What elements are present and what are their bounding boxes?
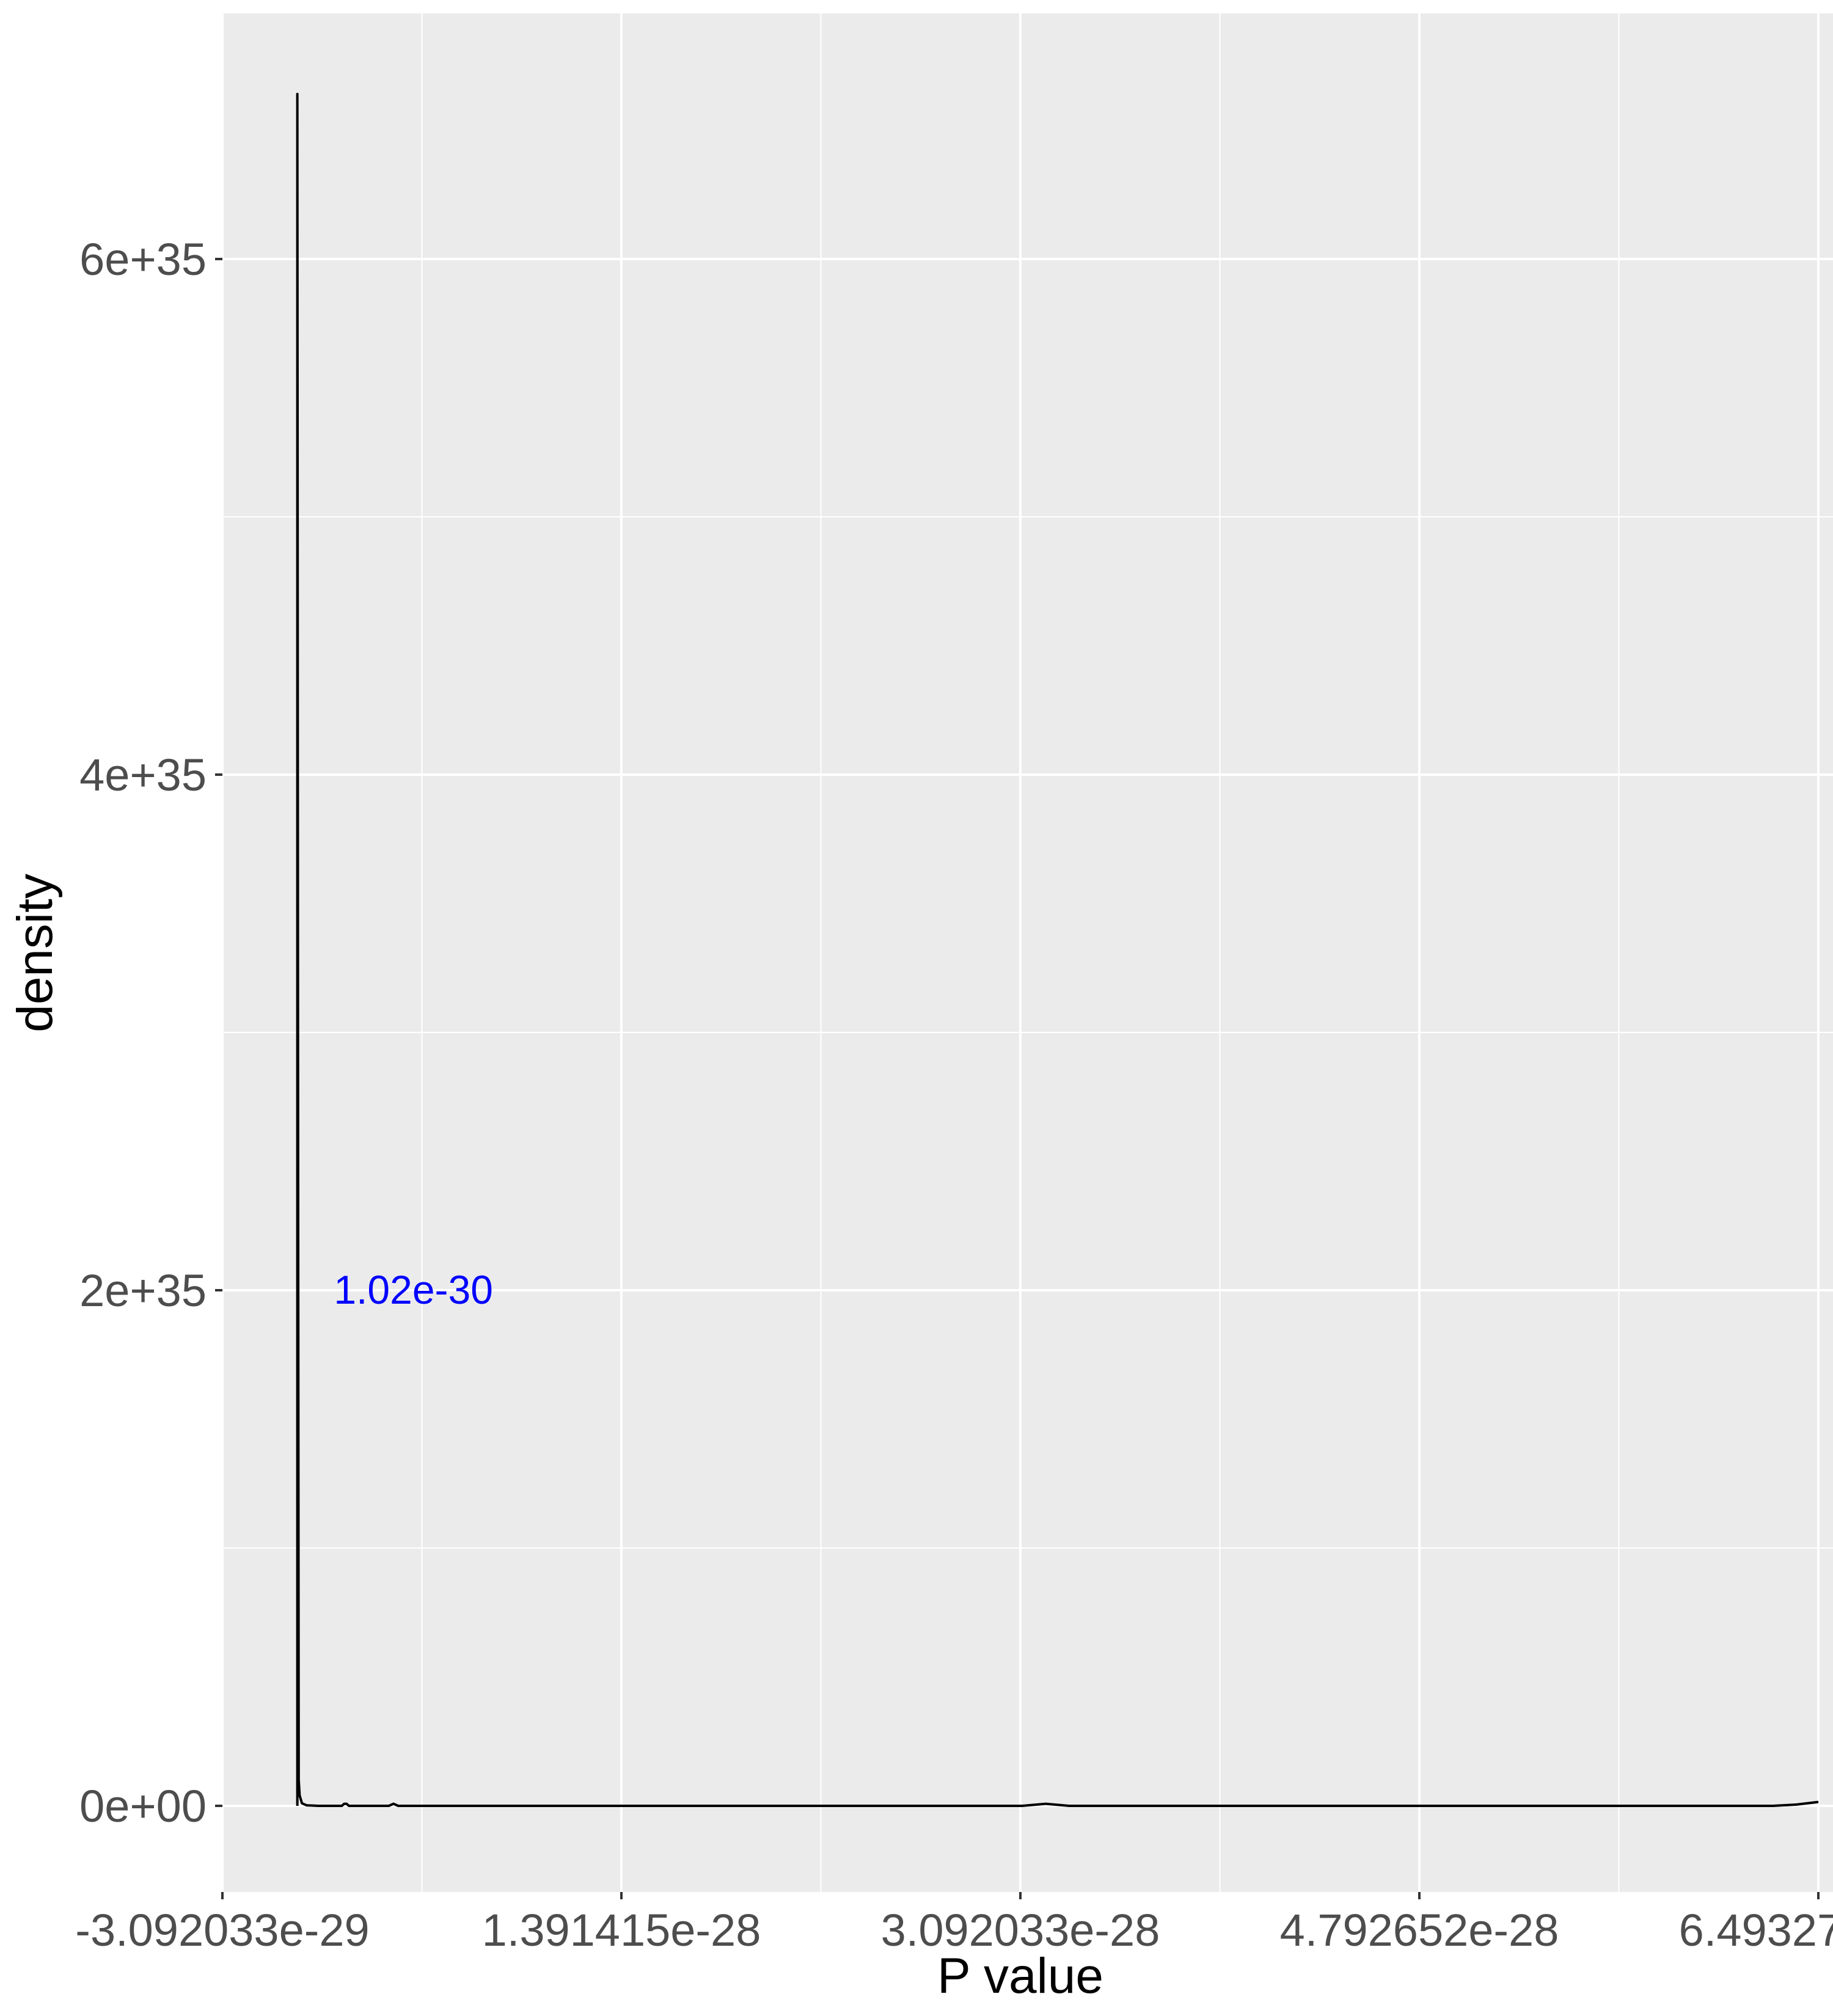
y-axis-title: density [7,874,63,1032]
y-tick-label: 4e+35 [79,750,207,800]
x-tick-label: -3.092033e-29 [75,1905,369,1956]
annotation-label: 1.02e-30 [334,1267,493,1312]
x-tick-label: 1.391415e-28 [482,1905,761,1956]
x-axis-title: P value [937,1948,1103,2004]
minor-gridlines [222,13,1833,1892]
y-tick-label: 0e+00 [79,1781,207,1832]
annotation-layer: 1.02e-30 [334,1267,493,1312]
x-axis: -3.092033e-29 1.391415e-28 3.092033e-28 4.7… [75,1892,1833,1956]
x-tick-label: 3.092033e-28 [881,1905,1160,1956]
series-layer [296,92,1819,1807]
density-curve [296,92,1819,1807]
panel-background [222,13,1833,1892]
y-tick-label: 2e+35 [79,1265,207,1316]
x-tick-label: 4.792652e-28 [1280,1905,1559,1956]
y-tick-label: 6e+35 [79,234,207,285]
x-tick-label: 6.493270e-28 [1679,1905,1833,1956]
y-axis: 0e+00 2e+35 4e+35 6e+35 [79,234,222,1832]
